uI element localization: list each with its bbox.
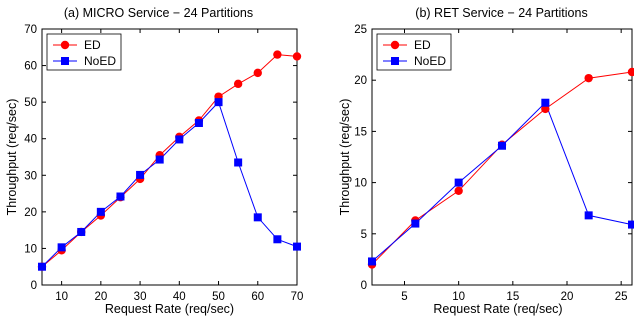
y-tick-label: 10	[354, 178, 367, 190]
x-tick-label: 5	[401, 291, 407, 303]
x-tick-label: 50	[212, 291, 225, 303]
data-point-ed	[584, 73, 593, 83]
legend-marker-ed	[60, 40, 70, 50]
x-tick-label: 15	[506, 291, 519, 303]
chart-panel-micro: (a) MICRO Service − 24 Partitions 10 20 30…	[5, 6, 303, 316]
series-markers	[37, 50, 302, 271]
legend-box	[46, 33, 122, 71]
data-point-noed	[253, 213, 262, 222]
data-point-noed	[77, 227, 86, 236]
data-point-noed	[541, 98, 550, 107]
data-point-noed	[234, 158, 243, 167]
x-tick-label: 70	[291, 291, 304, 303]
legend-label-ed: ED	[84, 38, 101, 52]
chart-title: (b) RET Service − 24 Partitions	[415, 6, 587, 20]
y-tick-label: 0	[361, 280, 367, 292]
x-tick-label: 60	[251, 291, 264, 303]
legend-marker-ed	[390, 40, 400, 50]
series-markers	[367, 67, 634, 269]
x-axis-label: Request Rate (req/sec)	[433, 302, 562, 316]
data-point-ed	[233, 79, 243, 89]
y-tick-label: 10	[24, 243, 37, 255]
data-point-ed	[253, 68, 262, 78]
legend-label-noed: NoED	[84, 54, 116, 68]
data-point-noed	[293, 242, 301, 251]
data-point-noed	[194, 118, 203, 127]
data-point-noed	[368, 257, 376, 266]
legend: ED NoED	[46, 33, 122, 71]
data-point-noed	[155, 155, 164, 164]
axis-ticks: 5 10 15 20 25 0 5 10 15 20 25	[354, 24, 632, 303]
y-tick-label: 0	[31, 280, 37, 292]
y-tick-label: 30	[24, 170, 37, 182]
x-axis-label: Request Rate (req/sec)	[105, 302, 234, 316]
y-axis-label: Throughput (req/sec)	[338, 99, 352, 216]
y-tick-label: 40	[24, 134, 37, 146]
data-point-noed	[454, 178, 463, 187]
y-tick-label: 5	[361, 229, 367, 241]
x-tick-label: 10	[55, 291, 68, 303]
data-point-noed	[411, 219, 420, 228]
data-point-noed	[57, 243, 66, 252]
x-tick-label: 30	[134, 291, 147, 303]
data-point-noed	[38, 262, 46, 271]
data-point-ed	[627, 67, 634, 77]
data-point-noed	[628, 220, 634, 229]
axis-ticks: 10 20 30 40 50 60 70 0 10 20 30 40 50 60 70	[24, 24, 303, 303]
y-tick-label: 15	[354, 126, 367, 138]
y-tick-label: 25	[354, 24, 367, 36]
data-point-noed	[96, 207, 105, 216]
x-tick-label: 20	[561, 291, 574, 303]
x-tick-label: 25	[615, 291, 628, 303]
data-point-noed	[498, 141, 506, 150]
legend-box	[376, 33, 452, 71]
legend-marker-noed	[391, 57, 399, 65]
plot-area	[371, 28, 633, 286]
data-point-ed	[454, 186, 463, 195]
legend-marker-noed	[61, 57, 69, 65]
data-point-noed	[584, 211, 593, 220]
legend: ED NoED	[376, 33, 452, 71]
y-tick-label: 20	[354, 75, 367, 87]
legend-label-noed: NoED	[414, 54, 446, 68]
data-point-noed	[116, 192, 125, 201]
x-tick-label: 10	[452, 291, 465, 303]
data-point-noed	[175, 135, 184, 144]
x-tick-label: 40	[173, 291, 186, 303]
y-tick-label: 60	[24, 61, 37, 73]
data-point-noed	[273, 235, 282, 244]
y-tick-label: 70	[24, 24, 37, 36]
chart-title: (a) MICRO Service − 24 Partitions	[64, 6, 253, 20]
data-point-ed	[273, 50, 282, 59]
data-point-noed	[136, 170, 145, 179]
y-tick-label: 50	[24, 97, 37, 109]
y-tick-label: 20	[24, 207, 37, 219]
data-point-noed	[214, 98, 223, 107]
y-axis-label: Throughput (req/sec)	[5, 99, 19, 216]
data-point-ed	[292, 52, 302, 61]
x-tick-label: 20	[94, 291, 107, 303]
data-point-ed	[541, 104, 550, 114]
chart-panel-ret: (b) RET Service − 24 Partitions 5 10 15 20 2…	[338, 6, 634, 316]
legend-label-ed: ED	[414, 38, 431, 52]
